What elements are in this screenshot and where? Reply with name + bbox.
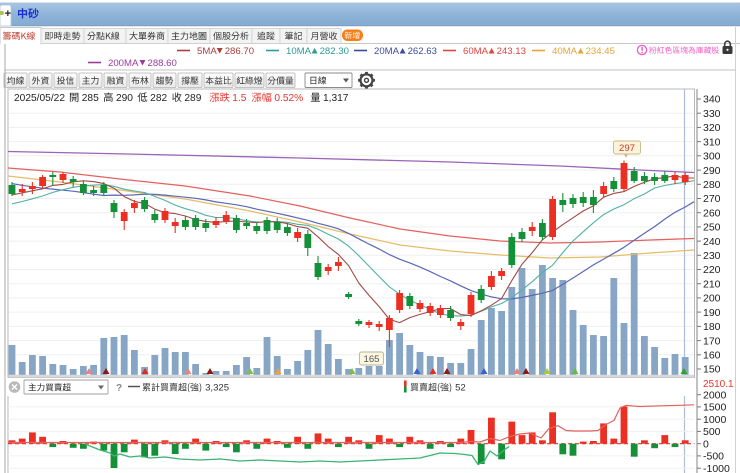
svg-text:282.30: 282.30 [320,46,349,57]
svg-text:500: 500 [703,426,721,438]
svg-text:200MA: 200MA [108,58,139,69]
svg-text:180: 180 [703,321,721,333]
svg-text:310: 310 [703,136,721,148]
svg-text:250: 250 [703,222,721,234]
svg-text:170: 170 [703,335,721,347]
svg-text:165: 165 [363,354,379,365]
svg-text:243.13: 243.13 [497,46,526,57]
svg-text:5MA: 5MA [197,46,217,57]
svg-text:0: 0 [703,438,709,450]
svg-text:300: 300 [703,151,721,163]
svg-text:230: 230 [703,250,721,262]
svg-text:320: 320 [703,122,721,134]
svg-text:285: 285 [82,93,99,104]
svg-text:52: 52 [455,383,466,394]
svg-text:280: 280 [703,179,721,191]
svg-text:150: 150 [703,364,721,376]
svg-text:-1000: -1000 [703,463,730,473]
svg-text:289: 289 [184,93,201,104]
svg-text:160: 160 [703,349,721,361]
svg-text:10MA: 10MA [286,46,312,57]
svg-text:270: 270 [703,193,721,205]
svg-text:2510.1: 2510.1 [703,379,734,390]
svg-text:1.5: 1.5 [232,93,246,104]
svg-text:1,317: 1,317 [323,93,349,104]
svg-text:330: 330 [703,108,721,120]
svg-text:262.63: 262.63 [408,46,437,57]
svg-text:240: 240 [703,236,721,248]
svg-text:60MA: 60MA [463,46,489,57]
svg-text:0.52%: 0.52% [274,93,303,104]
svg-text:1000: 1000 [703,414,727,426]
svg-text:2000: 2000 [703,389,727,401]
svg-text:190: 190 [703,307,721,319]
svg-text:?: ? [116,383,122,394]
svg-text:286.70: 286.70 [225,46,254,57]
svg-text:3,325: 3,325 [205,383,229,394]
svg-text:+: + [5,8,11,20]
svg-text:288.60: 288.60 [148,58,177,69]
svg-text:297: 297 [619,143,635,154]
svg-text:40MA: 40MA [552,46,578,57]
svg-text:20MA: 20MA [374,46,400,57]
svg-text:2025/05/22: 2025/05/22 [14,93,65,104]
svg-text:200: 200 [703,293,721,305]
svg-text:290: 290 [116,93,133,104]
svg-text:-500: -500 [703,451,724,463]
svg-text:210: 210 [703,278,721,290]
svg-text:290: 290 [703,165,721,177]
svg-text:282: 282 [150,93,167,104]
svg-text:260: 260 [703,207,721,219]
svg-text:340: 340 [703,94,721,106]
svg-text:220: 220 [703,264,721,276]
svg-text:234.45: 234.45 [586,46,615,57]
svg-text:1500: 1500 [703,402,727,414]
